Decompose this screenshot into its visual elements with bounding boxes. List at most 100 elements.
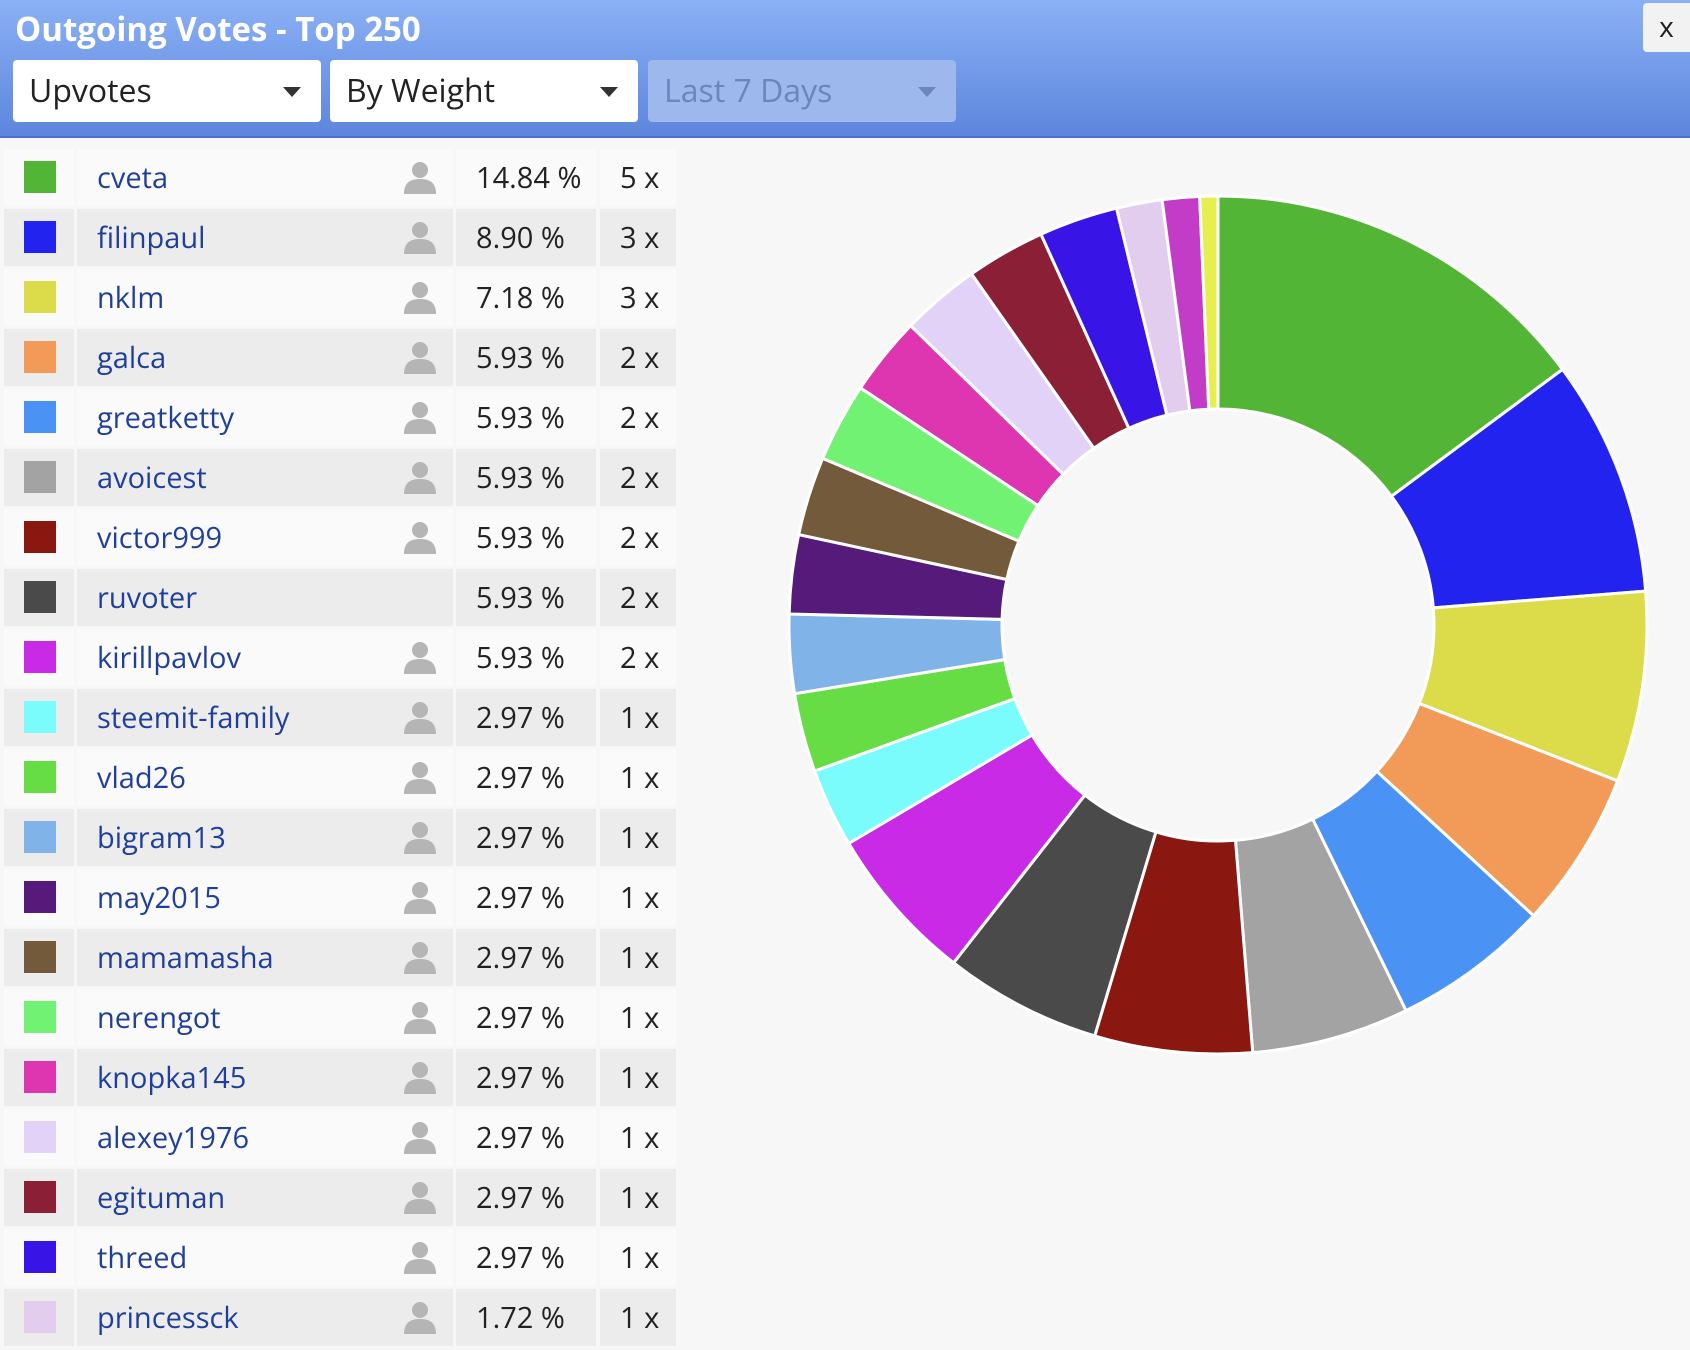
user-link[interactable]: bigram13 — [97, 818, 226, 857]
user-link[interactable]: vlad26 — [97, 758, 186, 797]
color-swatch — [24, 221, 56, 253]
sort-dropdown[interactable]: By Weight — [330, 60, 638, 122]
table-row: mamamasha 2.97 % 1 x — [4, 929, 676, 986]
percent-cell: 5.93 % — [456, 329, 596, 386]
percent-text: 2.97 % — [476, 1118, 565, 1157]
user-link[interactable]: threed — [97, 1238, 188, 1277]
count-text: 1 x — [620, 1058, 660, 1097]
percent-text: 2.97 % — [476, 1238, 565, 1277]
color-swatch — [24, 1001, 56, 1033]
user-link[interactable]: greatketty — [97, 398, 235, 437]
avatar-icon — [404, 162, 436, 194]
name-cell: kirillpavlov — [77, 629, 453, 686]
color-swatch — [24, 1241, 56, 1273]
percent-text: 5.93 % — [476, 638, 565, 677]
count-text: 2 x — [620, 638, 660, 677]
user-link[interactable]: nerengot — [97, 998, 221, 1037]
table-row: greatketty 5.93 % 2 x — [4, 389, 676, 446]
user-link[interactable]: mamamasha — [97, 938, 274, 977]
count-text: 1 x — [620, 938, 660, 977]
user-link[interactable]: knopka145 — [97, 1058, 247, 1097]
percent-cell: 2.97 % — [456, 929, 596, 986]
table-row: egituman 2.97 % 1 x — [4, 1169, 676, 1226]
percent-text: 5.93 % — [476, 458, 565, 497]
user-link[interactable]: may2015 — [97, 878, 221, 917]
avatar-icon — [404, 402, 436, 434]
table-row: bigram13 2.97 % 1 x — [4, 809, 676, 866]
name-cell: threed — [77, 1229, 453, 1286]
user-link[interactable]: steemit-family — [97, 698, 290, 737]
color-swatch — [24, 161, 56, 193]
percent-text: 1.72 % — [476, 1298, 565, 1337]
count-text: 5 x — [620, 158, 660, 197]
percent-cell: 2.97 % — [456, 689, 596, 746]
percent-text: 2.97 % — [476, 878, 565, 917]
user-link[interactable]: filinpaul — [97, 218, 206, 257]
user-link[interactable]: avoicest — [97, 458, 207, 497]
user-link[interactable]: cveta — [97, 158, 169, 197]
close-button[interactable]: x — [1643, 3, 1690, 52]
table-row: may2015 2.97 % 1 x — [4, 869, 676, 926]
count-cell: 2 x — [600, 569, 676, 626]
name-cell: egituman — [77, 1169, 453, 1226]
count-cell: 1 x — [600, 749, 676, 806]
name-cell: ruvoter — [77, 569, 453, 626]
color-swatch — [24, 1061, 56, 1093]
name-cell: nklm — [77, 269, 453, 326]
user-link[interactable]: egituman — [97, 1178, 226, 1217]
user-link[interactable]: ruvoter — [97, 578, 198, 617]
percent-cell: 5.93 % — [456, 569, 596, 626]
color-swatch — [24, 641, 56, 673]
count-text: 3 x — [620, 218, 660, 257]
user-link[interactable]: galca — [97, 338, 167, 377]
table-row: filinpaul 8.90 % 3 x — [4, 209, 676, 266]
name-cell: cveta — [77, 149, 453, 206]
name-cell: steemit-family — [77, 689, 453, 746]
percent-cell: 2.97 % — [456, 1109, 596, 1166]
percent-text: 2.97 % — [476, 758, 565, 797]
count-cell: 1 x — [600, 1289, 676, 1346]
percent-cell: 5.93 % — [456, 389, 596, 446]
user-link[interactable]: nklm — [97, 278, 165, 317]
table-row: vlad26 2.97 % 1 x — [4, 749, 676, 806]
table-row: avoicest 5.93 % 2 x — [4, 449, 676, 506]
color-swatch — [24, 461, 56, 493]
header: Outgoing Votes - Top 250 Upvotes By Weig… — [0, 0, 1690, 138]
table-row: princessck 1.72 % 1 x — [4, 1289, 676, 1346]
count-text: 1 x — [620, 698, 660, 737]
percent-cell: 2.97 % — [456, 869, 596, 926]
count-cell: 2 x — [600, 329, 676, 386]
user-link[interactable]: princessck — [97, 1298, 239, 1337]
table-row: steemit-family 2.97 % 1 x — [4, 689, 676, 746]
percent-text: 2.97 % — [476, 1178, 565, 1217]
user-link[interactable]: kirillpavlov — [97, 638, 241, 677]
count-text: 2 x — [620, 338, 660, 377]
table-row: knopka145 2.97 % 1 x — [4, 1049, 676, 1106]
table-row: nerengot 2.97 % 1 x — [4, 989, 676, 1046]
avatar-icon — [404, 642, 436, 674]
count-cell: 5 x — [600, 149, 676, 206]
count-cell: 1 x — [600, 1169, 676, 1226]
user-link[interactable]: victor999 — [97, 518, 223, 557]
name-cell: bigram13 — [77, 809, 453, 866]
percent-cell: 2.97 % — [456, 809, 596, 866]
percent-text: 2.97 % — [476, 938, 565, 977]
avatar-icon — [404, 1242, 436, 1274]
name-cell: greatketty — [77, 389, 453, 446]
count-text: 2 x — [620, 518, 660, 557]
name-cell: nerengot — [77, 989, 453, 1046]
user-link[interactable]: alexey1976 — [97, 1118, 250, 1157]
title: Outgoing Votes - Top 250 — [15, 6, 421, 51]
vote-type-dropdown[interactable]: Upvotes — [13, 60, 321, 122]
color-swatch — [24, 941, 56, 973]
count-text: 1 x — [620, 998, 660, 1037]
avatar-icon — [404, 1062, 436, 1094]
donut-slice — [1216, 194, 1565, 499]
color-swatch — [24, 341, 56, 373]
avatar-icon — [404, 1122, 436, 1154]
color-swatch — [24, 761, 56, 793]
percent-text: 5.93 % — [476, 518, 565, 557]
table-row: victor999 5.93 % 2 x — [4, 509, 676, 566]
caret — [918, 87, 936, 97]
name-cell: mamamasha — [77, 929, 453, 986]
